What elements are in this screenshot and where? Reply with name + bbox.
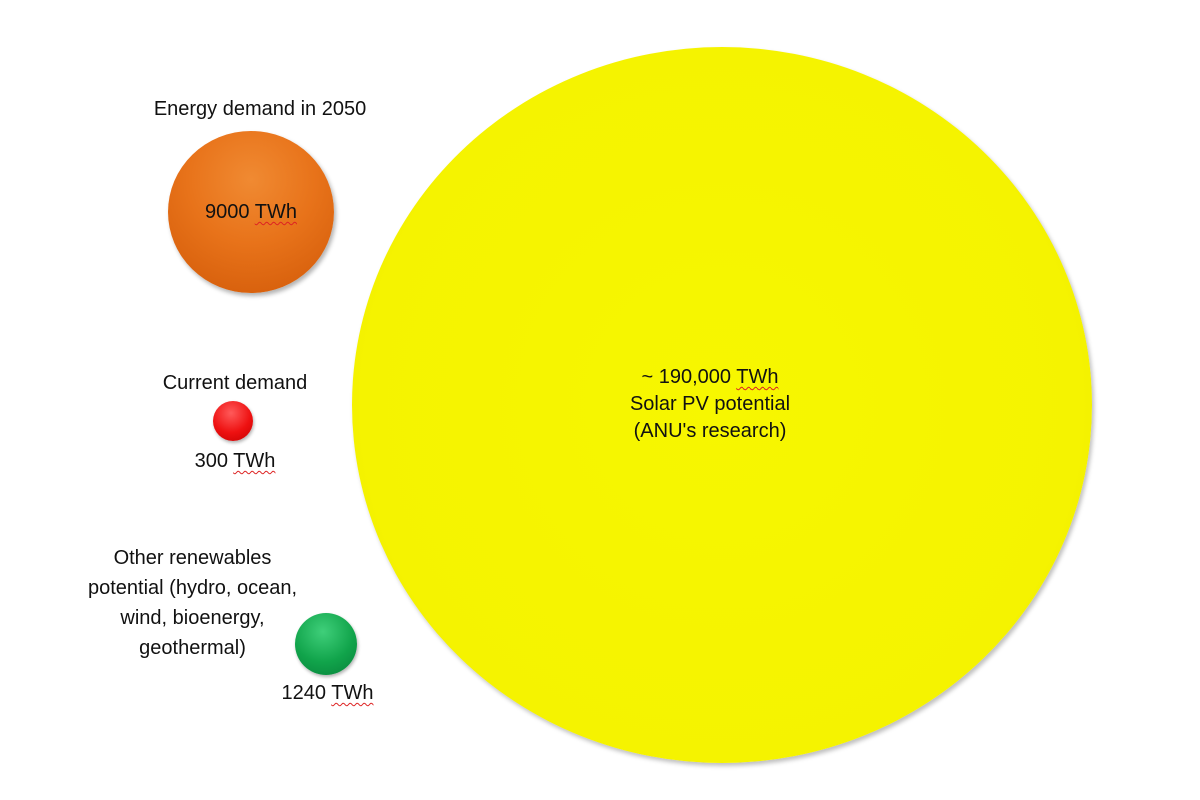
solar-pv-value-line: ~ 190,000 TWh: [560, 365, 860, 389]
demand-2050-value: 9000: [205, 201, 250, 223]
other-renewables-circle: [295, 613, 357, 675]
other-renewables-title-line: geothermal): [139, 637, 246, 659]
current-demand-circle: [213, 401, 253, 441]
other-renewables-title-line: Other renewables: [113, 547, 272, 569]
demand-2050-unit: TWh: [254, 201, 297, 223]
other-renewables-title: Other renewables potential (hydro, ocean…: [55, 543, 330, 663]
solar-pv-source: (ANU's research): [633, 420, 787, 442]
current-demand-value: 300: [194, 450, 228, 472]
demand-2050-value-label: 9000 TWh: [168, 200, 334, 224]
other-renewables-unit: TWh: [331, 682, 374, 704]
solar-pv-circle: [352, 47, 1092, 763]
demand-2050-title: Energy demand in 2050: [153, 98, 367, 120]
solar-pv-value: ~ 190,000: [641, 366, 732, 388]
solar-pv-label: ~ 190,000 TWh Solar PV potential (ANU's …: [560, 365, 860, 446]
other-renewables-title-line: wind, bioenergy,: [120, 607, 265, 629]
demand-2050-circle: [168, 131, 334, 293]
current-demand-value-label: 300 TWh: [140, 449, 330, 473]
current-demand-unit: TWh: [233, 450, 276, 472]
solar-pv-unit: TWh: [736, 366, 779, 388]
other-renewables-value-label: 1240 TWh: [240, 681, 415, 705]
current-demand-title: Current demand: [162, 372, 308, 394]
other-renewables-value: 1240: [281, 682, 327, 704]
other-renewables-title-line: potential (hydro, ocean,: [87, 577, 298, 599]
solar-pv-description: Solar PV potential: [629, 393, 791, 415]
